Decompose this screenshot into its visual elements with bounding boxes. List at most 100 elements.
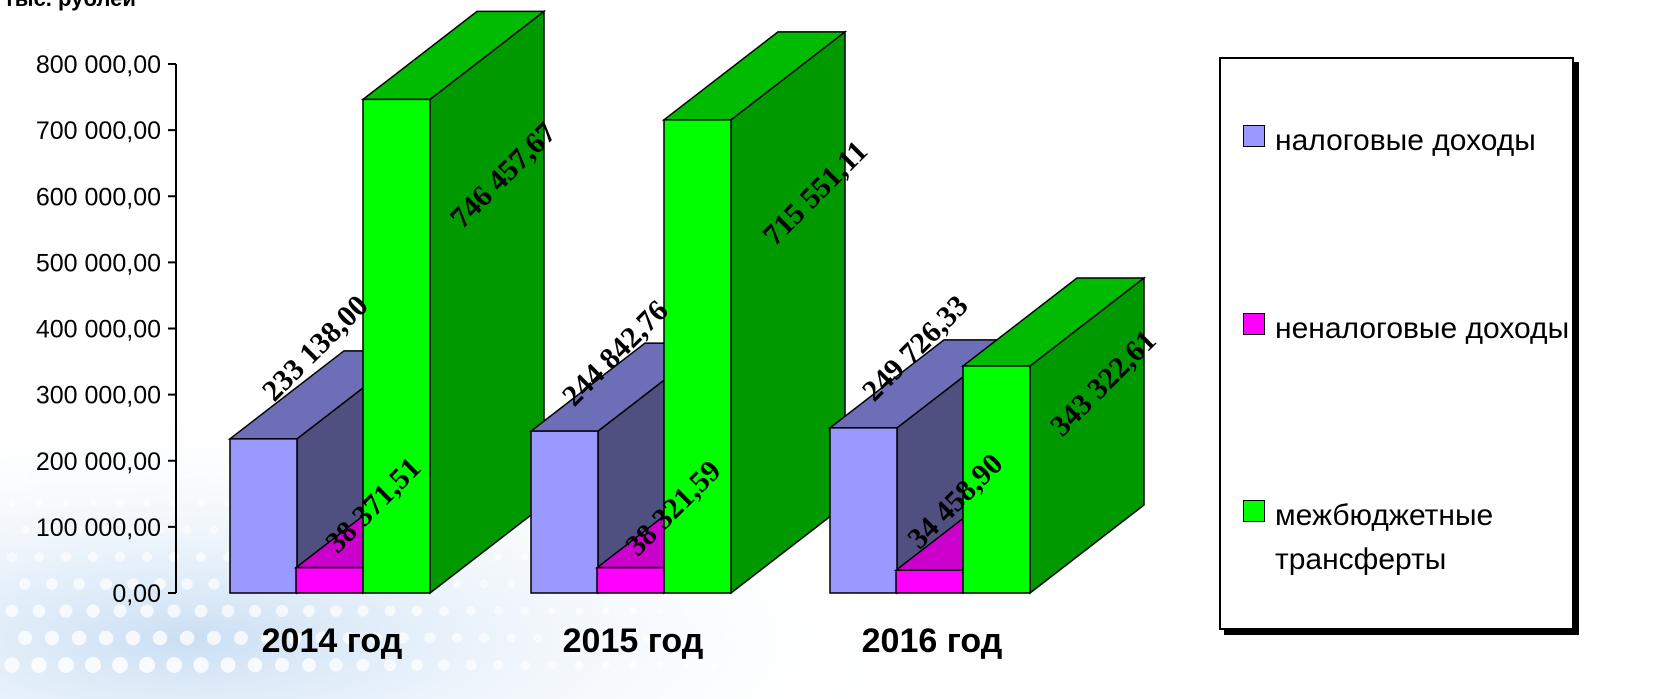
- background-dot: [234, 631, 248, 645]
- background-dot: [697, 635, 703, 641]
- background-dot: [370, 632, 382, 644]
- background-dot: [98, 630, 114, 646]
- background-dot: [1009, 663, 1013, 667]
- background-dot: [116, 499, 124, 507]
- y-tick-label: 200 000,00: [36, 448, 161, 476]
- background-dot: [656, 661, 664, 669]
- background-dot: [141, 551, 153, 563]
- background-dot: [494, 553, 502, 561]
- background-dot: [329, 658, 343, 672]
- background-dot: [247, 657, 263, 673]
- legend-swatch-interbudget-transfers: [1243, 500, 1265, 522]
- background-dot: [130, 473, 136, 479]
- background-dot: [575, 607, 583, 615]
- bar-transfers-2-side: [730, 30, 846, 595]
- bar-nontax-1-front: [295, 566, 364, 594]
- background-dot: [101, 525, 111, 535]
- background-dot: [303, 605, 315, 617]
- background-dot: [199, 393, 203, 397]
- bar-transfers-3-front: [962, 365, 1031, 594]
- background-dot: [44, 630, 60, 646]
- background-dot: [506, 633, 516, 643]
- background-dot: [928, 663, 932, 667]
- background-dot: [63, 446, 69, 452]
- background-dot: [548, 607, 556, 615]
- legend-item-nontax-income: неналоговые доходы: [1243, 307, 1575, 351]
- background-dot: [629, 607, 637, 615]
- background-dot: [155, 525, 165, 535]
- background-dot: [143, 499, 151, 507]
- background-dot: [154, 578, 166, 590]
- background-dot: [239, 420, 243, 424]
- background-dot: [221, 604, 235, 618]
- background-dot: [752, 582, 756, 586]
- background-dot: [847, 663, 851, 667]
- background-dot: [683, 661, 691, 669]
- background-dot: [479, 579, 489, 589]
- background-dot: [100, 578, 112, 590]
- background-dot: [302, 658, 316, 672]
- background-dot: [751, 635, 757, 641]
- bar-tax-3-front: [829, 427, 898, 594]
- background-dot: [140, 604, 154, 618]
- background-dot: [209, 525, 219, 535]
- y-tick-label: 800 000,00: [36, 51, 161, 79]
- background-dot: [58, 657, 74, 673]
- background-dot: [212, 420, 216, 424]
- background-dot: [384, 605, 396, 617]
- background-dot: [125, 630, 141, 646]
- background-dot: [50, 420, 54, 424]
- background-dot: [253, 393, 257, 397]
- background-dot: [357, 605, 369, 617]
- background-dot: [114, 551, 126, 563]
- background-dot: [31, 657, 47, 673]
- background-dot: [280, 393, 284, 397]
- background-dot: [955, 609, 959, 613]
- background-dot: [197, 499, 205, 507]
- legend-item-interbudget-transfers: межбюджетные трансферты: [1243, 494, 1575, 582]
- legend-swatch-nontax-income: [1243, 313, 1265, 335]
- background-dot: [118, 393, 122, 397]
- background-dot: [887, 636, 891, 640]
- background-dot: [10, 393, 14, 397]
- y-tick-label: 0,00: [112, 580, 161, 608]
- category-label-2: 2015 год: [563, 622, 704, 660]
- background-dot: [765, 608, 771, 614]
- background-dot: [493, 606, 503, 616]
- background-dot: [492, 659, 504, 671]
- background-dot: [23, 420, 27, 424]
- legend-label-tax-income: налоговые доходы: [1275, 124, 1536, 157]
- background-dot: [73, 578, 85, 590]
- background-dot: [806, 582, 810, 586]
- background-dot: [874, 609, 878, 613]
- background-dot: [113, 604, 127, 618]
- y-tick-label: 400 000,00: [36, 316, 161, 344]
- background-dot: [982, 663, 986, 667]
- background-dot: [383, 658, 397, 672]
- background-dot: [179, 630, 195, 646]
- background-dot: [901, 609, 905, 613]
- background-dot: [71, 630, 87, 646]
- background-dot: [941, 636, 945, 640]
- background-dot: [520, 606, 530, 616]
- background-dot: [711, 662, 717, 668]
- background-dot: [74, 525, 84, 535]
- background-dot: [8, 499, 16, 507]
- y-axis: 0,00 100 000,00 200 000,00 300 000,00 400 00…: [36, 51, 177, 608]
- background-dot: [196, 552, 206, 562]
- background-dot: [157, 473, 163, 479]
- background-dot: [34, 552, 44, 562]
- background-dot: [792, 662, 798, 668]
- background-dot: [85, 657, 101, 673]
- background-dot: [182, 525, 192, 535]
- bar-transfers-1-side: [429, 9, 545, 595]
- background-dot: [62, 499, 70, 507]
- background-dot: [330, 605, 342, 617]
- bar-transfers-2-front: [663, 119, 732, 594]
- background-dot: [451, 632, 463, 644]
- background-dot: [995, 636, 999, 640]
- background-dot: [4, 657, 20, 673]
- background-dot: [968, 636, 972, 640]
